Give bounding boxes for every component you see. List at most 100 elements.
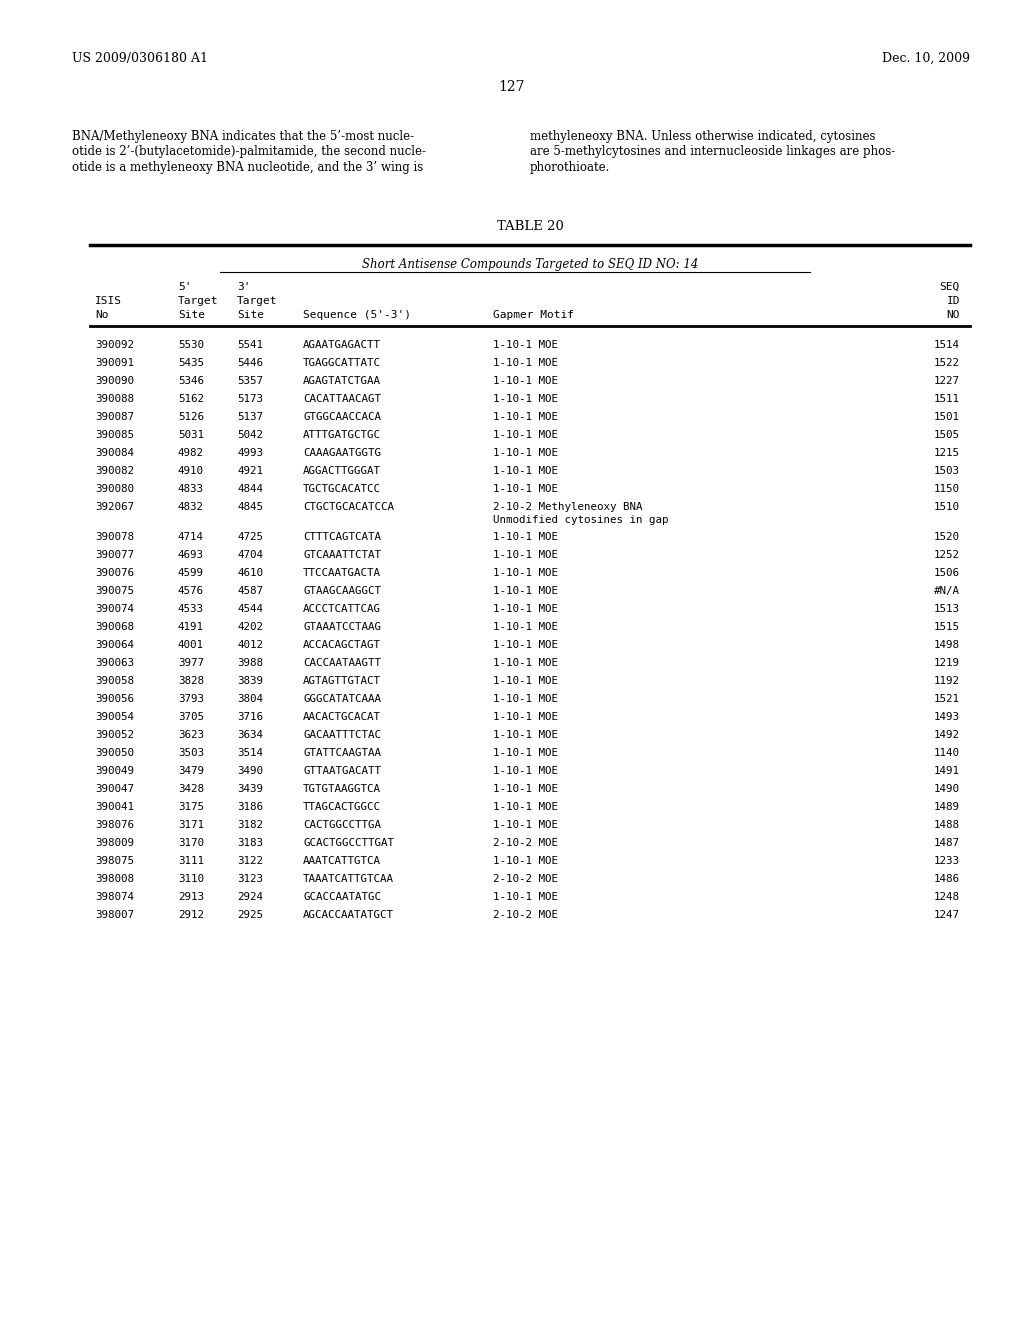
Text: Gapmer Motif: Gapmer Motif <box>493 310 574 319</box>
Text: 4844: 4844 <box>237 484 263 494</box>
Text: 390074: 390074 <box>95 605 134 614</box>
Text: 1-10-1 MOE: 1-10-1 MOE <box>493 622 558 632</box>
Text: 390049: 390049 <box>95 766 134 776</box>
Text: Target: Target <box>237 296 278 306</box>
Text: 1-10-1 MOE: 1-10-1 MOE <box>493 484 558 494</box>
Text: 4012: 4012 <box>237 640 263 649</box>
Text: 398007: 398007 <box>95 909 134 920</box>
Text: TABLE 20: TABLE 20 <box>497 220 563 234</box>
Text: 4001: 4001 <box>178 640 204 649</box>
Text: 1488: 1488 <box>934 820 961 830</box>
Text: 3490: 3490 <box>237 766 263 776</box>
Text: 390063: 390063 <box>95 657 134 668</box>
Text: 4982: 4982 <box>178 447 204 458</box>
Text: 1-10-1 MOE: 1-10-1 MOE <box>493 376 558 385</box>
Text: 390090: 390090 <box>95 376 134 385</box>
Text: 4587: 4587 <box>237 586 263 597</box>
Text: 1-10-1 MOE: 1-10-1 MOE <box>493 466 558 477</box>
Text: ATTTGATGCTGC: ATTTGATGCTGC <box>303 430 381 440</box>
Text: AGAATGAGACTT: AGAATGAGACTT <box>303 341 381 350</box>
Text: 5530: 5530 <box>178 341 204 350</box>
Text: 390087: 390087 <box>95 412 134 422</box>
Text: 390075: 390075 <box>95 586 134 597</box>
Text: 1192: 1192 <box>934 676 961 686</box>
Text: 3428: 3428 <box>178 784 204 795</box>
Text: 5042: 5042 <box>237 430 263 440</box>
Text: 390058: 390058 <box>95 676 134 686</box>
Text: 1-10-1 MOE: 1-10-1 MOE <box>493 550 558 560</box>
Text: 4191: 4191 <box>178 622 204 632</box>
Text: GTAAATCCTAAG: GTAAATCCTAAG <box>303 622 381 632</box>
Text: 390077: 390077 <box>95 550 134 560</box>
Text: 398074: 398074 <box>95 892 134 902</box>
Text: 390052: 390052 <box>95 730 134 741</box>
Text: 4576: 4576 <box>178 586 204 597</box>
Text: 390078: 390078 <box>95 532 134 543</box>
Text: 4833: 4833 <box>178 484 204 494</box>
Text: GTGGCAACCACA: GTGGCAACCACA <box>303 412 381 422</box>
Text: Short Antisense Compounds Targeted to SEQ ID NO: 14: Short Antisense Compounds Targeted to SE… <box>361 257 698 271</box>
Text: CACATTAACAGT: CACATTAACAGT <box>303 393 381 404</box>
Text: 390064: 390064 <box>95 640 134 649</box>
Text: 5435: 5435 <box>178 358 204 368</box>
Text: AGGACTTGGGAT: AGGACTTGGGAT <box>303 466 381 477</box>
Text: 3839: 3839 <box>237 676 263 686</box>
Text: 1-10-1 MOE: 1-10-1 MOE <box>493 568 558 578</box>
Text: 1520: 1520 <box>934 532 961 543</box>
Text: 3122: 3122 <box>237 855 263 866</box>
Text: TGAGGCATTATC: TGAGGCATTATC <box>303 358 381 368</box>
Text: GACAATTTCTAC: GACAATTTCTAC <box>303 730 381 741</box>
Text: 398008: 398008 <box>95 874 134 884</box>
Text: 1501: 1501 <box>934 412 961 422</box>
Text: 127: 127 <box>499 81 525 94</box>
Text: 1-10-1 MOE: 1-10-1 MOE <box>493 766 558 776</box>
Text: 1252: 1252 <box>934 550 961 560</box>
Text: 1248: 1248 <box>934 892 961 902</box>
Text: 1489: 1489 <box>934 803 961 812</box>
Text: 390085: 390085 <box>95 430 134 440</box>
Text: 1-10-1 MOE: 1-10-1 MOE <box>493 358 558 368</box>
Text: 398076: 398076 <box>95 820 134 830</box>
Text: 3479: 3479 <box>178 766 204 776</box>
Text: 5346: 5346 <box>178 376 204 385</box>
Text: 4704: 4704 <box>237 550 263 560</box>
Text: 4910: 4910 <box>178 466 204 477</box>
Text: GTCAAATTCTAT: GTCAAATTCTAT <box>303 550 381 560</box>
Text: 3123: 3123 <box>237 874 263 884</box>
Text: 1490: 1490 <box>934 784 961 795</box>
Text: 3828: 3828 <box>178 676 204 686</box>
Text: CAAAGAATGGTG: CAAAGAATGGTG <box>303 447 381 458</box>
Text: SEQ: SEQ <box>940 282 961 292</box>
Text: 390041: 390041 <box>95 803 134 812</box>
Text: 1510: 1510 <box>934 502 961 512</box>
Text: 4921: 4921 <box>237 466 263 477</box>
Text: 5162: 5162 <box>178 393 204 404</box>
Text: 4714: 4714 <box>178 532 204 543</box>
Text: 3111: 3111 <box>178 855 204 866</box>
Text: 2-10-2 Methyleneoxy BNA: 2-10-2 Methyleneoxy BNA <box>493 502 642 512</box>
Text: TAAATCATTGTCAA: TAAATCATTGTCAA <box>303 874 394 884</box>
Text: 1247: 1247 <box>934 909 961 920</box>
Text: No: No <box>95 310 109 319</box>
Text: 3110: 3110 <box>178 874 204 884</box>
Text: 1233: 1233 <box>934 855 961 866</box>
Text: Site: Site <box>237 310 264 319</box>
Text: 3183: 3183 <box>237 838 263 847</box>
Text: 398075: 398075 <box>95 855 134 866</box>
Text: 1-10-1 MOE: 1-10-1 MOE <box>493 657 558 668</box>
Text: 3514: 3514 <box>237 748 263 758</box>
Text: 1-10-1 MOE: 1-10-1 MOE <box>493 784 558 795</box>
Text: 392067: 392067 <box>95 502 134 512</box>
Text: 3988: 3988 <box>237 657 263 668</box>
Text: 3171: 3171 <box>178 820 204 830</box>
Text: CACCAATAAGTT: CACCAATAAGTT <box>303 657 381 668</box>
Text: AAATCATTGTCA: AAATCATTGTCA <box>303 855 381 866</box>
Text: 1-10-1 MOE: 1-10-1 MOE <box>493 430 558 440</box>
Text: TGCTGCACATCC: TGCTGCACATCC <box>303 484 381 494</box>
Text: 390088: 390088 <box>95 393 134 404</box>
Text: 1-10-1 MOE: 1-10-1 MOE <box>493 892 558 902</box>
Text: AGCACCAATATGCT: AGCACCAATATGCT <box>303 909 394 920</box>
Text: Unmodified cytosines in gap: Unmodified cytosines in gap <box>493 515 669 525</box>
Text: 1486: 1486 <box>934 874 961 884</box>
Text: Dec. 10, 2009: Dec. 10, 2009 <box>882 51 970 65</box>
